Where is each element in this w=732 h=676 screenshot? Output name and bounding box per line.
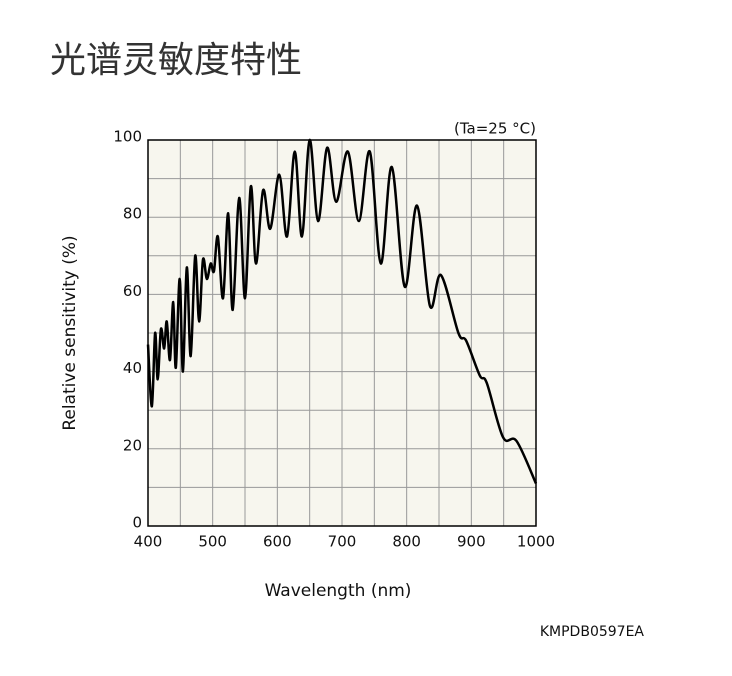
x-tick-label: 1000 bbox=[517, 533, 555, 551]
x-tick-label: 800 bbox=[392, 533, 421, 551]
x-axis-label: Wavelength (nm) bbox=[265, 581, 412, 601]
y-tick-label: 80 bbox=[123, 205, 142, 223]
plot-frame bbox=[147, 139, 537, 527]
sensitivity-line bbox=[146, 138, 538, 485]
y-tick-label: 0 bbox=[132, 514, 142, 532]
y-tick-label: 100 bbox=[113, 128, 142, 146]
annotation: (Ta=25 °C) bbox=[454, 120, 536, 138]
chart-title: 光谱灵敏度特性 bbox=[50, 40, 302, 81]
x-tick-label: 400 bbox=[134, 533, 163, 551]
y-tick-label: 60 bbox=[123, 282, 142, 300]
x-tick-label: 700 bbox=[328, 533, 357, 551]
figure-code: KMPDB0597EA bbox=[540, 624, 645, 640]
y-axis-label: Relative sensitivity (%) bbox=[60, 235, 80, 430]
x-tick-label: 900 bbox=[457, 533, 486, 551]
y-tick-label: 20 bbox=[123, 436, 142, 454]
x-tick-label: 500 bbox=[198, 533, 227, 551]
y-tick-label: 40 bbox=[123, 359, 142, 377]
x-tick-label: 600 bbox=[263, 533, 292, 551]
